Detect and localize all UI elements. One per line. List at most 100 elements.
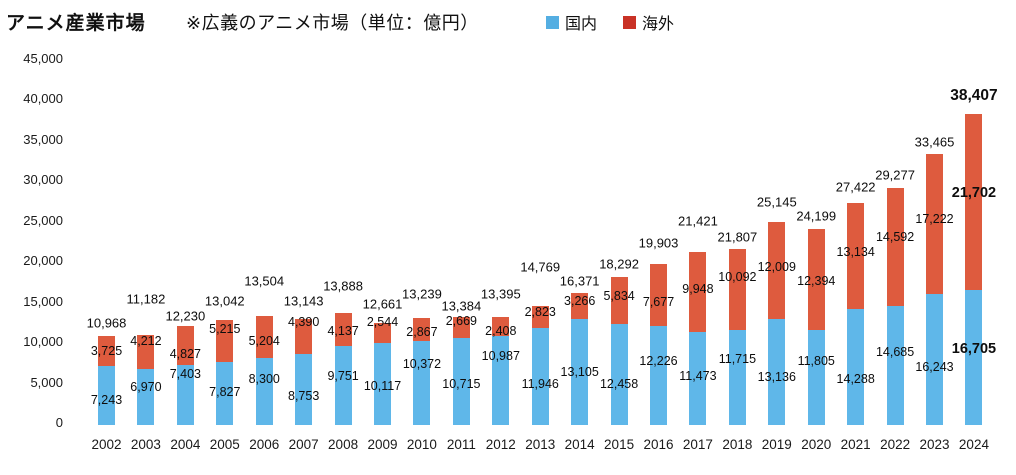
label-overseas-2022: 14,592 bbox=[875, 230, 915, 244]
bar-domestic-2020 bbox=[807, 329, 825, 425]
bar-domestic-2005 bbox=[216, 361, 234, 425]
label-overseas-2005: 5,215 bbox=[209, 322, 241, 336]
chart-subtitle: ※広義のアニメ市場（単位：億円） bbox=[186, 13, 479, 33]
x-axis-year-label-2018: 2018 bbox=[722, 437, 753, 452]
x-axis-year-label-2008: 2008 bbox=[328, 437, 359, 452]
label-total-2021: 27,422 bbox=[835, 179, 876, 195]
label-domestic-2006: 8,300 bbox=[248, 372, 280, 386]
overseas-color-swatch-icon bbox=[623, 15, 637, 29]
label-total-2018: 21,807 bbox=[717, 229, 758, 245]
x-axis-year-label-2006: 2006 bbox=[249, 437, 280, 452]
label-total-2017: 21,421 bbox=[678, 213, 718, 229]
label-domestic-2021: 14,288 bbox=[836, 372, 875, 386]
label-total-2002: 10,968 bbox=[86, 315, 127, 331]
bar-domestic-2015 bbox=[610, 324, 628, 425]
y-axis-tick-label-5000: 5,000 bbox=[30, 374, 63, 390]
label-overseas-2003: 4,212 bbox=[130, 334, 162, 348]
label-total-2020: 24,199 bbox=[796, 208, 837, 224]
label-overseas-2008: 4,137 bbox=[327, 324, 359, 338]
label-domestic-2004: 7,403 bbox=[169, 367, 201, 381]
y-axis-tick-label-30000: 30,000 bbox=[23, 172, 63, 188]
label-total-2019: 25,145 bbox=[756, 194, 797, 210]
bar-overseas-2006 bbox=[255, 315, 273, 358]
x-axis-year-label-2022: 2022 bbox=[880, 437, 911, 452]
bar-overseas-2021 bbox=[847, 203, 865, 310]
label-overseas-2012: 2,408 bbox=[485, 324, 517, 338]
label-domestic-2023: 16,243 bbox=[915, 360, 954, 374]
bar-overseas-2009 bbox=[374, 322, 391, 344]
label-overseas-2017: 9,948 bbox=[682, 282, 714, 296]
label-overseas-2011: 2,669 bbox=[445, 314, 477, 328]
label-overseas-2015: 5,834 bbox=[603, 289, 635, 303]
x-axis-year-label-2004: 2004 bbox=[170, 437, 201, 452]
x-axis-year-label-2020: 2020 bbox=[801, 437, 832, 452]
y-axis-tick-label-40000: 40,000 bbox=[23, 91, 63, 107]
bar-overseas-2018 bbox=[728, 248, 746, 331]
x-axis-year-label-2024: 2024 bbox=[958, 437, 989, 452]
label-overseas-2002: 3,725 bbox=[90, 344, 123, 358]
label-domestic-2003: 6,970 bbox=[130, 380, 162, 394]
label-domestic-2011: 10,715 bbox=[442, 377, 481, 391]
label-overseas-2009: 2,544 bbox=[366, 315, 399, 329]
label-overseas-2010: 2,867 bbox=[406, 325, 438, 339]
bar-overseas-2016 bbox=[650, 264, 668, 327]
label-overseas-2021: 13,134 bbox=[836, 245, 875, 259]
label-total-2016: 19,903 bbox=[638, 235, 679, 251]
label-total-2003: 11,182 bbox=[126, 291, 166, 307]
legend-label-domestic: 国内 bbox=[565, 16, 598, 33]
x-axis-year-label-2013: 2013 bbox=[525, 437, 556, 452]
label-domestic-2009: 10,117 bbox=[363, 379, 402, 393]
label-domestic-2024: 16,705 bbox=[951, 341, 997, 357]
x-axis-year-label-2009: 2009 bbox=[367, 437, 398, 452]
bar-overseas-2023 bbox=[926, 154, 944, 294]
x-axis-year-label-2019: 2019 bbox=[761, 437, 792, 452]
label-domestic-2020: 11,805 bbox=[797, 354, 835, 368]
label-overseas-2023: 17,222 bbox=[915, 212, 954, 226]
label-total-2011: 13,384 bbox=[441, 298, 482, 314]
x-axis-year-label-2021: 2021 bbox=[840, 437, 871, 452]
label-domestic-2014: 13,105 bbox=[560, 365, 599, 379]
label-overseas-2007: 4,390 bbox=[288, 315, 320, 329]
label-overseas-2006: 5,204 bbox=[248, 334, 280, 348]
bar-overseas-2003 bbox=[137, 334, 155, 369]
x-axis-year-label-2002: 2002 bbox=[91, 437, 122, 452]
bar-overseas-2002 bbox=[98, 336, 115, 367]
bar-domestic-2007 bbox=[295, 354, 313, 425]
label-overseas-2014: 3,266 bbox=[564, 294, 596, 308]
label-domestic-2015: 12,458 bbox=[599, 377, 639, 391]
y-axis-tick-label-45000: 45,000 bbox=[23, 51, 63, 66]
label-domestic-2010: 10,372 bbox=[402, 357, 442, 371]
label-total-2006: 13,504 bbox=[244, 273, 285, 289]
y-axis-tick-label-25000: 25,000 bbox=[23, 212, 63, 228]
label-domestic-2016: 12,226 bbox=[639, 354, 678, 368]
label-total-2013: 14,769 bbox=[520, 259, 561, 275]
label-total-2009: 12,661 bbox=[362, 296, 403, 312]
chart-legend: 国内 海外 bbox=[546, 10, 674, 34]
label-overseas-2013: 2,823 bbox=[524, 305, 556, 319]
label-domestic-2018: 11,715 bbox=[718, 352, 757, 366]
y-axis-tick-label-15000: 15,000 bbox=[23, 293, 63, 309]
label-overseas-2020: 12,394 bbox=[797, 274, 836, 288]
bar-domestic-2011 bbox=[452, 338, 470, 425]
bar-overseas-2017 bbox=[689, 251, 707, 333]
bar-overseas-2012 bbox=[492, 316, 510, 337]
bar-overseas-2019 bbox=[768, 221, 786, 319]
bar-domestic-2019 bbox=[768, 318, 786, 425]
legend-item-domestic: 国内 bbox=[546, 10, 597, 34]
bar-overseas-2007 bbox=[295, 318, 313, 355]
bar-domestic-2017 bbox=[689, 332, 707, 425]
bar-overseas-2014 bbox=[571, 292, 589, 319]
bar-domestic-2012 bbox=[492, 336, 510, 425]
bar-overseas-2015 bbox=[610, 277, 628, 325]
bar-overseas-2010 bbox=[413, 317, 431, 342]
bar-overseas-2022 bbox=[886, 188, 904, 307]
label-total-2005: 13,042 bbox=[204, 293, 245, 309]
chart-title: アニメ産業市場 bbox=[6, 13, 146, 34]
label-overseas-2004: 4,827 bbox=[169, 347, 201, 361]
domestic-color-swatch-icon bbox=[546, 15, 559, 29]
label-domestic-2008: 9,751 bbox=[327, 369, 359, 383]
label-overseas-2016: 7,677 bbox=[642, 295, 675, 309]
bar-domestic-2003 bbox=[137, 368, 155, 425]
label-domestic-2022: 14,685 bbox=[875, 345, 915, 359]
x-axis-year-label-2003: 2003 bbox=[130, 437, 161, 452]
